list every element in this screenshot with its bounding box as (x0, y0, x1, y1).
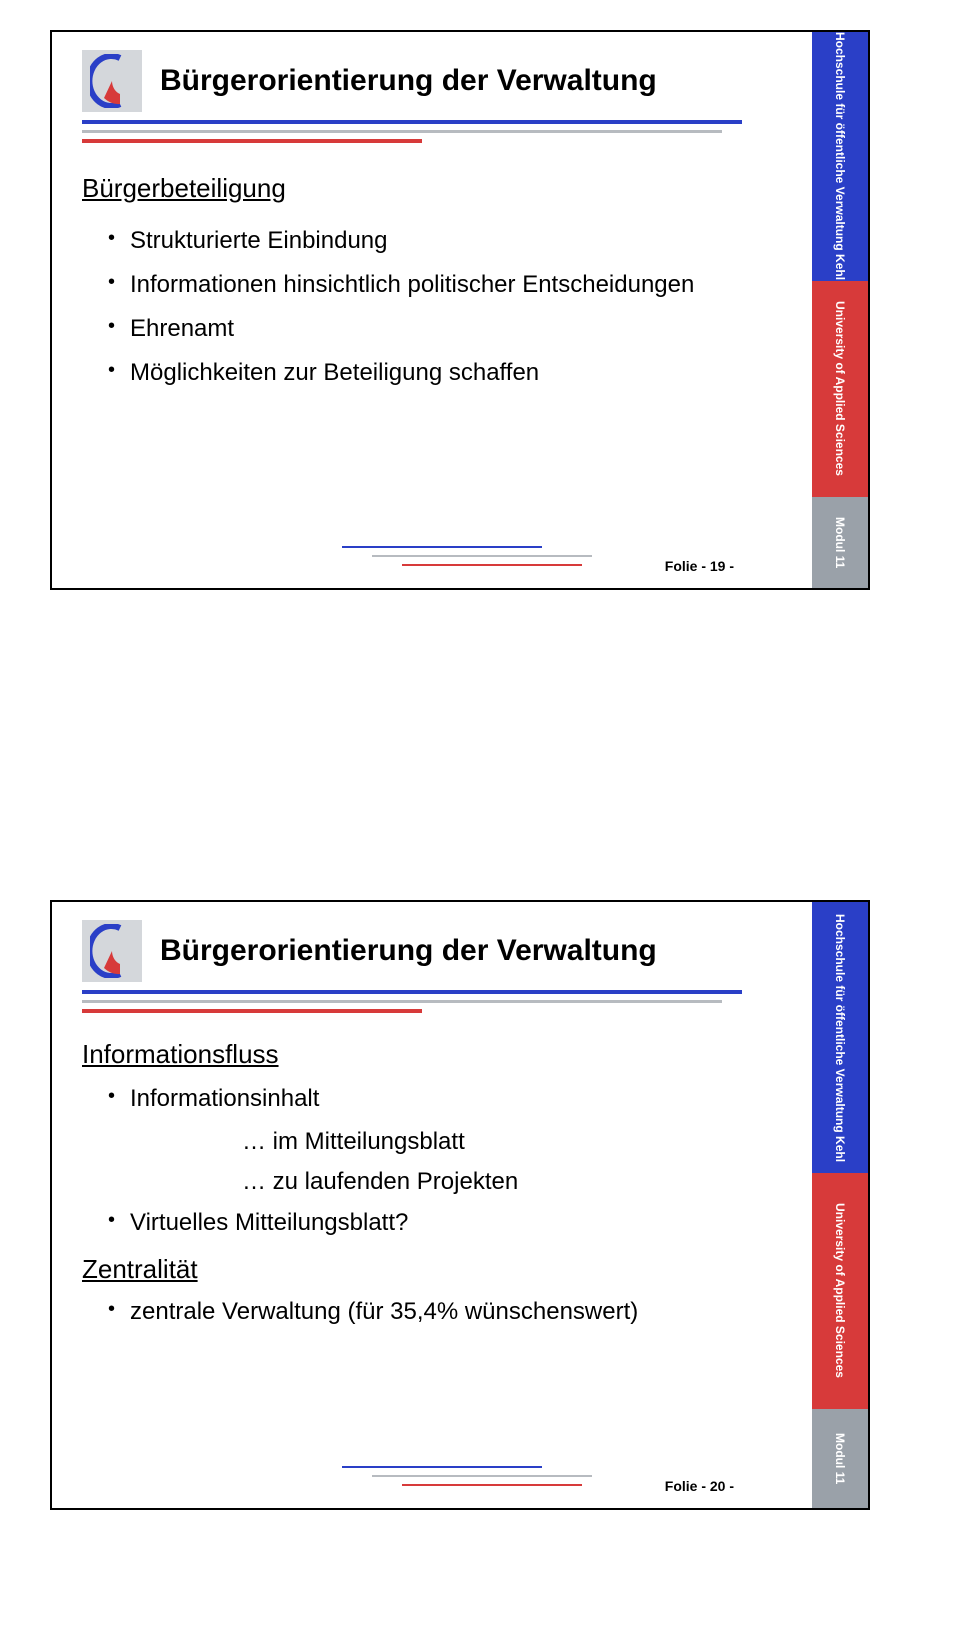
sidebar-seg-gray: Modul 11 (812, 1409, 868, 1509)
footer-rules (342, 1466, 592, 1486)
sidebar: Hochschule für öffentliche Verwaltung Ke… (812, 32, 868, 588)
logo-icon (82, 920, 142, 982)
bullet-list: Informationsinhalt (82, 1084, 792, 1114)
slide-frame-1: Bürgerorientierung der Verwaltung Bürger… (50, 30, 870, 590)
bullet-list: zentrale Verwaltung (für 35,4% wünschens… (82, 1297, 792, 1327)
section-heading: Informationsfluss (82, 1039, 792, 1070)
bullet-item: Möglichkeiten zur Beteiligung schaffen (108, 358, 792, 388)
bullet-item: Ehrenamt (108, 314, 792, 344)
section-heading-2: Zentralität (82, 1254, 792, 1285)
logo-icon (82, 50, 142, 112)
title-rules (82, 990, 792, 1013)
footer-rules (342, 546, 592, 566)
sidebar: Hochschule für öffentliche Verwaltung Ke… (812, 902, 868, 1508)
bullet-item: Strukturierte Einbindung (108, 226, 792, 256)
bullet-list: Strukturierte Einbindung Informationen h… (82, 226, 792, 388)
title-row: Bürgerorientierung der Verwaltung (82, 920, 792, 982)
bullet-item: Informationen hinsichtlich politischer E… (108, 270, 792, 300)
page-2: Bürgerorientierung der Verwaltung Inform… (0, 870, 960, 1540)
slide-title: Bürgerorientierung der Verwaltung (160, 64, 657, 99)
slide-content-1: Bürgerorientierung der Verwaltung Bürger… (52, 32, 812, 588)
title-rules (82, 120, 792, 143)
bullet-item: Virtuelles Mitteilungsblatt? (108, 1208, 792, 1238)
title-row: Bürgerorientierung der Verwaltung (82, 50, 792, 112)
sub-list: … im Mitteilungsblatt … zu laufenden Pro… (242, 1128, 792, 1196)
sidebar-seg-red: University of Applied Sciences (812, 281, 868, 497)
section-heading: Bürgerbeteiligung (82, 173, 792, 204)
bullet-item: zentrale Verwaltung (für 35,4% wünschens… (108, 1297, 792, 1327)
slide-content-2: Bürgerorientierung der Verwaltung Inform… (52, 902, 812, 1508)
bullet-item: Informationsinhalt (108, 1084, 792, 1114)
sidebar-seg-blue: Hochschule für öffentliche Verwaltung Ke… (812, 32, 868, 281)
folie-number: Folie - 20 - (665, 1478, 734, 1494)
slide-frame-2: Bürgerorientierung der Verwaltung Inform… (50, 900, 870, 1510)
folie-number: Folie - 19 - (665, 558, 734, 574)
sub-item: … im Mitteilungsblatt (242, 1128, 792, 1156)
bullet-list: Virtuelles Mitteilungsblatt? (82, 1208, 792, 1238)
slide-title: Bürgerorientierung der Verwaltung (160, 934, 657, 969)
sidebar-seg-gray: Modul 11 (812, 497, 868, 588)
sub-item: … zu laufenden Projekten (242, 1168, 792, 1196)
sidebar-seg-red: University of Applied Sciences (812, 1173, 868, 1408)
page-1: Bürgerorientierung der Verwaltung Bürger… (0, 0, 960, 620)
sidebar-seg-blue: Hochschule für öffentliche Verwaltung Ke… (812, 902, 868, 1173)
